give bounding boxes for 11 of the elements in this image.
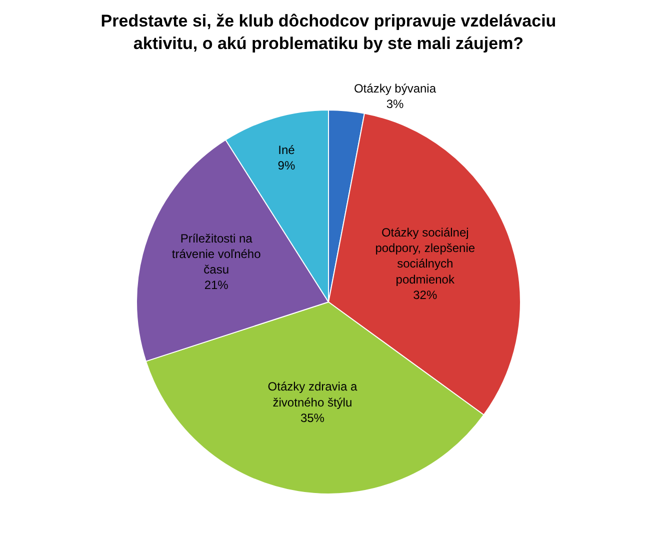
data-label: 21% [204, 278, 229, 292]
slice-label: Príležitosti na trávenie voľného času [172, 231, 262, 276]
data-label: 35% [300, 410, 325, 425]
slice-label: Iné [278, 143, 296, 158]
data-label: 3% [386, 96, 404, 111]
slice-label: Otázky sociálnej podpory, zlepšenie sociálnych podmienok [375, 225, 476, 286]
slice-label: Otázky bývania [354, 81, 436, 96]
chart-title: Predstavte si, že klub dôchodcov pripravuje vzdelávaciu aktivitu, o akú problematiku by ste mali záujem? [100, 12, 556, 53]
data-label: 32% [413, 288, 438, 302]
slice-label: Otázky zdravia a životného štýlu [268, 380, 358, 410]
data-label: 9% [278, 158, 296, 173]
